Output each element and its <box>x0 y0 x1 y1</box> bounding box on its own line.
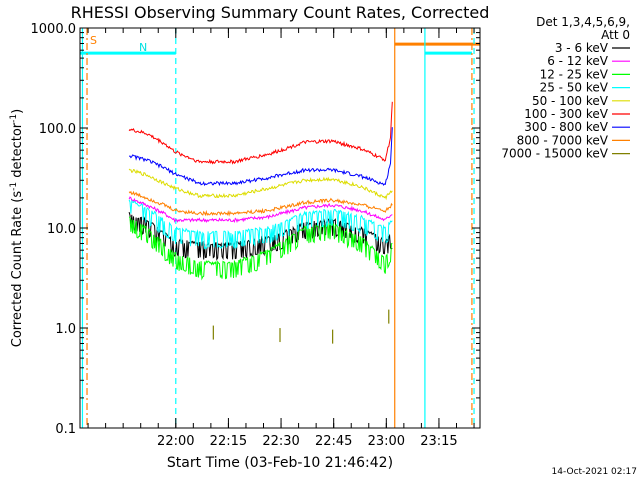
legend-label: 25 - 50 keV <box>540 81 609 95</box>
series-layer <box>128 101 393 344</box>
y-tick-label: 10.0 <box>47 222 76 237</box>
x-tick-label: 22:00 <box>157 434 194 449</box>
saa-flag-label: S <box>90 34 97 47</box>
x-axis-title: Start Time (03-Feb-10 21:46:42) <box>167 455 393 471</box>
legend-label: 7000 - 15000 keV <box>501 147 608 161</box>
night-flag-label: N <box>139 41 147 54</box>
y-tick-label: 100.0 <box>39 122 76 137</box>
footer-timestamp: 14-Oct-2021 02:17 <box>552 467 637 477</box>
series-line <box>128 127 393 187</box>
legend-label: 50 - 100 keV <box>532 94 609 108</box>
legend-label: 12 - 25 keV <box>540 67 609 81</box>
flag-bars <box>80 42 480 55</box>
y-tick-label: 0.1 <box>55 422 76 437</box>
series-line <box>128 199 393 250</box>
legend-label: 800 - 7000 keV <box>517 133 609 147</box>
legend-label: 6 - 12 keV <box>547 54 609 68</box>
legend-label: 100 - 300 keV <box>524 107 608 121</box>
y-axis-title-sup1: -1 <box>9 182 19 191</box>
legend-header-1: Det 1,3,4,5,6,9, <box>536 15 630 29</box>
x-tick-label: 22:30 <box>262 434 299 449</box>
y-axis-title: Corrected Count Rate (s-1 detector-1) <box>9 109 25 347</box>
y-axis: 1000.0 100.0 10.0 1.0 0.1 <box>31 22 480 437</box>
legend-label: 300 - 800 keV <box>524 120 608 134</box>
legend-header-2: Att 0 <box>601 28 630 42</box>
series-line <box>128 168 393 201</box>
x-tick-label: 23:00 <box>368 434 405 449</box>
y-axis-title-sup2: -1 <box>9 114 19 123</box>
y-tick-label: 1.0 <box>55 322 76 337</box>
y-axis-title-main: Corrected Count Rate (s <box>10 191 25 348</box>
y-tick-label: 1000.0 <box>31 22 77 37</box>
y-axis-title-end: ) <box>10 109 25 114</box>
x-tick-label: 22:45 <box>315 434 352 449</box>
series-line <box>128 196 393 223</box>
series-line <box>128 190 393 217</box>
legend-label: 3 - 6 keV <box>555 41 609 55</box>
x-tick-label: 22:15 <box>210 434 247 449</box>
x-tick-label: 23:15 <box>420 434 457 449</box>
chart-title: RHESSI Observing Summary Count Rates, Co… <box>71 3 490 22</box>
series-line <box>128 216 393 281</box>
series-line <box>128 101 393 165</box>
x-axis: 22:00 22:15 22:30 22:45 23:00 23:15 <box>87 28 475 449</box>
y-axis-title-mid: detector <box>10 122 25 182</box>
